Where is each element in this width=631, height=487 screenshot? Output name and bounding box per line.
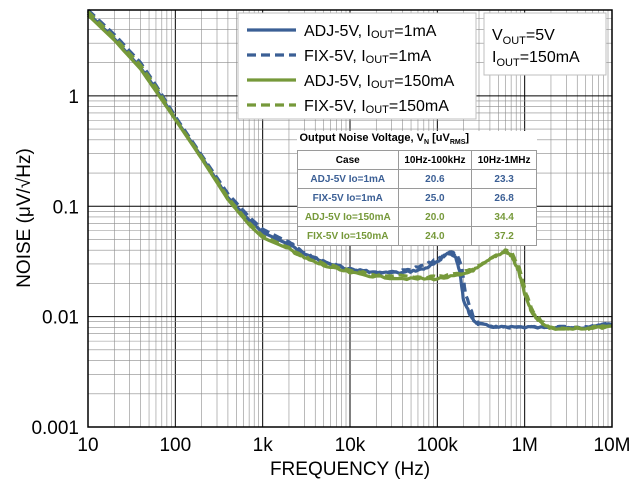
legend-label: ADJ-5V, IOUT=1mA <box>304 23 437 41</box>
x-tick-label: 1M <box>511 435 537 456</box>
series-line-3 <box>86 13 613 331</box>
header-1m: 10Hz-1MHz <box>471 150 537 170</box>
y-tick-label: 0.001 <box>31 418 79 439</box>
x-tick-label: 100k <box>417 435 459 456</box>
table-cell-case: FIX-5V Io=1mA <box>297 188 399 208</box>
table-cell-1m: 23.3 <box>471 169 537 189</box>
series-lines <box>86 8 613 332</box>
y-tick-label: 1 <box>68 87 79 108</box>
header-case: Case <box>297 150 399 170</box>
table-row: ADJ-5V Io=1mA 20.6 23.3 <box>297 169 537 189</box>
x-tick-label: 1k <box>253 435 274 456</box>
series-line-4 <box>86 10 613 332</box>
table-cell-100k: 20.6 <box>397 169 473 189</box>
table-cell-case: ADJ-5V Io=1mA <box>297 169 399 189</box>
table-header-row: Case 10Hz-100kHz 10Hz-1MHz <box>297 150 537 170</box>
legend-label: ADJ-5V, IOUT=150mA <box>304 73 455 91</box>
table-cell-1m: 37.2 <box>471 226 537 246</box>
conditions-box: VOUT=5V IOUT=150mA <box>483 12 607 76</box>
table-cell-case: FIX-5V Io=150mA <box>297 226 399 246</box>
legend: ADJ-5V, IOUT=1mA FIX-5V, IOUT=1mA ADJ-5V, … <box>237 12 477 120</box>
table-cell-100k: 20.0 <box>397 207 473 227</box>
legend-label: FIX-5V, IOUT=1mA <box>304 48 431 66</box>
table-row: ADJ-5V Io=150mA 20.0 34.4 <box>297 207 537 227</box>
table-cell-case: ADJ-5V Io=150mA <box>297 207 399 227</box>
table-caption: Output Noise Voltage, VN [uVRMS] <box>299 131 470 147</box>
noise-voltage-table: Output Noise Voltage, VN [uVRMS] Case 10… <box>297 131 537 246</box>
table-cell-100k: 25.0 <box>397 188 473 208</box>
x-tick-label: 10M <box>594 435 631 456</box>
table-cell-100k: 24.0 <box>397 226 473 246</box>
table-cell-1m: 34.4 <box>471 207 537 227</box>
y-tick-label: 0.01 <box>42 308 79 329</box>
table-row: FIX-5V Io=1mA 25.0 26.8 <box>297 188 537 208</box>
legend-label: FIX-5V, IOUT=150mA <box>304 98 449 116</box>
x-axis-label: FREQUENCY (Hz) <box>270 459 430 480</box>
tick-labels: 10 100 1k 10k 100k 1M 10M 0.001 0.01 0.1 1 <box>31 87 630 456</box>
y-axis-label: NOISE (μV/√Hz) <box>14 148 35 288</box>
x-tick-label: 100 <box>159 435 191 456</box>
y-tick-label: 0.1 <box>53 197 79 218</box>
x-tick-label: 10 <box>77 435 98 456</box>
header-100k: 10Hz-100kHz <box>397 150 473 170</box>
table-row: FIX-5V Io=150mA 24.0 37.2 <box>297 226 537 246</box>
x-tick-label: 10k <box>335 435 366 456</box>
table-cell-1m: 26.8 <box>471 188 537 208</box>
plot-frame <box>87 9 613 428</box>
